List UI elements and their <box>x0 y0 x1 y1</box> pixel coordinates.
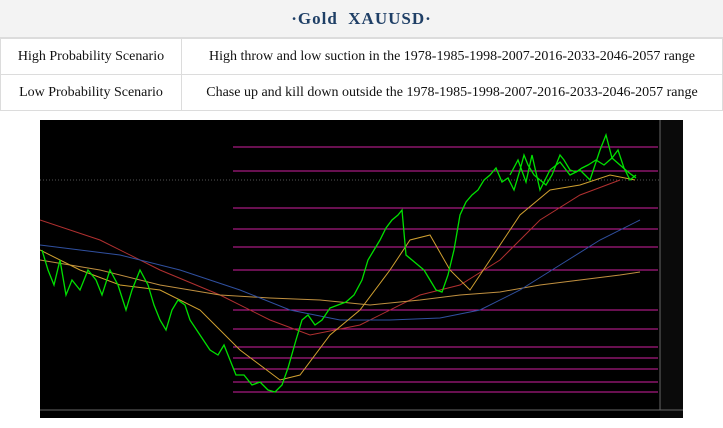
chart-background <box>40 120 683 418</box>
moving-average <box>40 259 641 306</box>
price-chart-image <box>40 120 683 418</box>
price-axis <box>660 120 683 418</box>
moving-average <box>40 219 641 321</box>
moving-average <box>40 174 636 381</box>
cell: High throw and low suction in the 1978-1… <box>181 38 723 75</box>
cell: Low Probability Scenario <box>0 74 182 111</box>
scenario-table: High Probability Scenario High throw and… <box>0 38 723 111</box>
cell: Chase up and kill down outside the 1978-… <box>181 74 723 111</box>
row: Low Probability Scenario Chase up and ki… <box>0 74 723 111</box>
row: High Probability Scenario High throw and… <box>0 38 723 75</box>
title: ·Gold XAUUSD· <box>0 0 723 38</box>
level-lines <box>233 146 658 393</box>
moving-average <box>40 179 621 336</box>
cell: High Probability Scenario <box>0 38 182 75</box>
candles <box>509 132 637 192</box>
